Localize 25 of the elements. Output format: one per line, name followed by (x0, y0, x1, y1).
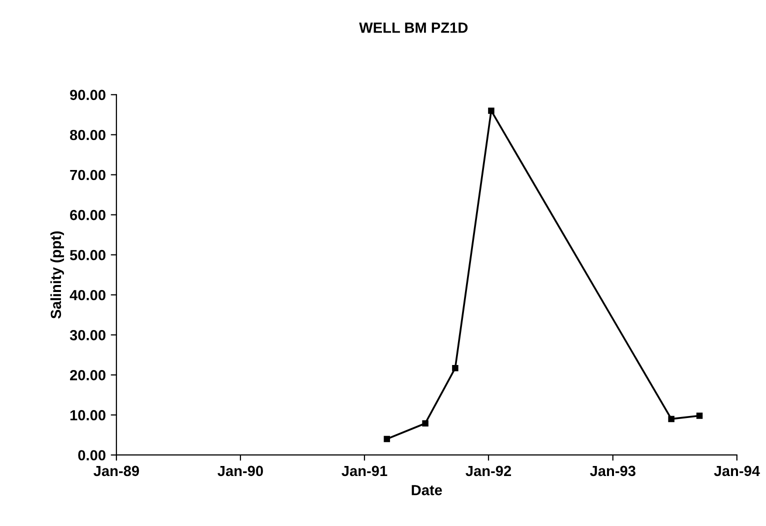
x-tick-label: Jan-92 (466, 466, 512, 476)
x-tick-label: Jan-94 (714, 466, 760, 476)
point (696, 412, 703, 419)
y-tick-label: 20.00 (70, 370, 106, 380)
y-tick-label: 40.00 (70, 290, 106, 300)
y-axis-title: Salinity (ppt) (50, 231, 64, 319)
point (452, 364, 458, 372)
point (384, 436, 390, 442)
y-tick-label: 90.00 (70, 90, 106, 100)
x-tick-label: Jan-90 (218, 466, 263, 476)
point (488, 108, 494, 114)
y-tick-label: 30.00 (70, 330, 106, 340)
y-tick-label: 70.00 (70, 170, 106, 180)
x-axis-title: Date (412, 485, 442, 496)
point (422, 420, 428, 426)
chart-title: WELL BM PZ1D (359, 22, 468, 33)
point (668, 416, 674, 422)
y-tick-label: 60.00 (70, 210, 106, 220)
y-tick-label: 50.00 (70, 250, 106, 260)
y-tick-label: 80.00 (70, 130, 106, 140)
x-tick-label: Jan-91 (342, 466, 388, 476)
y-tick-label: 0.00 (78, 450, 106, 460)
x-tick-label: Jan-89 (94, 466, 139, 476)
x-tick-label: Jan-93 (590, 466, 636, 476)
y-tick-label: 10.00 (70, 410, 106, 420)
